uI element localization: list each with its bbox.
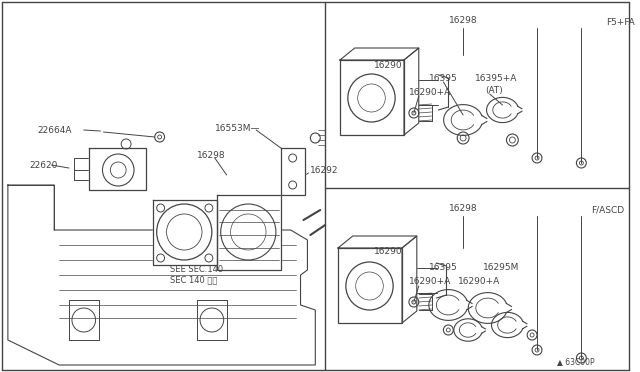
Text: 16298: 16298 [197,151,226,160]
Text: 16395: 16395 [429,74,458,83]
Text: SEE SEC.140: SEE SEC.140 [170,266,223,275]
Text: SEC 140 参照: SEC 140 参照 [170,276,218,285]
Text: 16395+A: 16395+A [475,74,517,83]
Bar [338,248,402,323]
Text: 16295M: 16295M [483,263,519,273]
Polygon shape [89,148,146,190]
Text: 16290+A: 16290+A [409,278,451,286]
Text: 16290+A: 16290+A [458,278,500,286]
Text: 16298: 16298 [449,203,477,212]
Polygon shape [404,48,419,135]
Text: 16553M—: 16553M— [215,124,260,132]
Text: 16290: 16290 [374,247,403,257]
Text: 16290: 16290 [374,61,403,70]
Text: ▲ 63C00P: ▲ 63C00P [557,357,595,366]
Polygon shape [153,200,217,265]
Text: 22620: 22620 [29,160,58,170]
Polygon shape [281,148,305,195]
Polygon shape [402,236,417,323]
Text: 22664A: 22664A [38,125,72,135]
Text: F5+FA: F5+FA [606,17,635,26]
Text: 16298: 16298 [449,16,477,25]
Polygon shape [338,236,417,248]
Text: 16290+A: 16290+A [409,87,451,96]
Polygon shape [217,195,281,270]
Text: F/ASCD: F/ASCD [591,205,625,215]
Polygon shape [8,185,316,365]
Text: (AT): (AT) [484,86,502,94]
Polygon shape [340,48,419,60]
Text: 16395: 16395 [429,263,458,273]
Text: 16292: 16292 [310,166,339,174]
Bar [340,60,404,135]
